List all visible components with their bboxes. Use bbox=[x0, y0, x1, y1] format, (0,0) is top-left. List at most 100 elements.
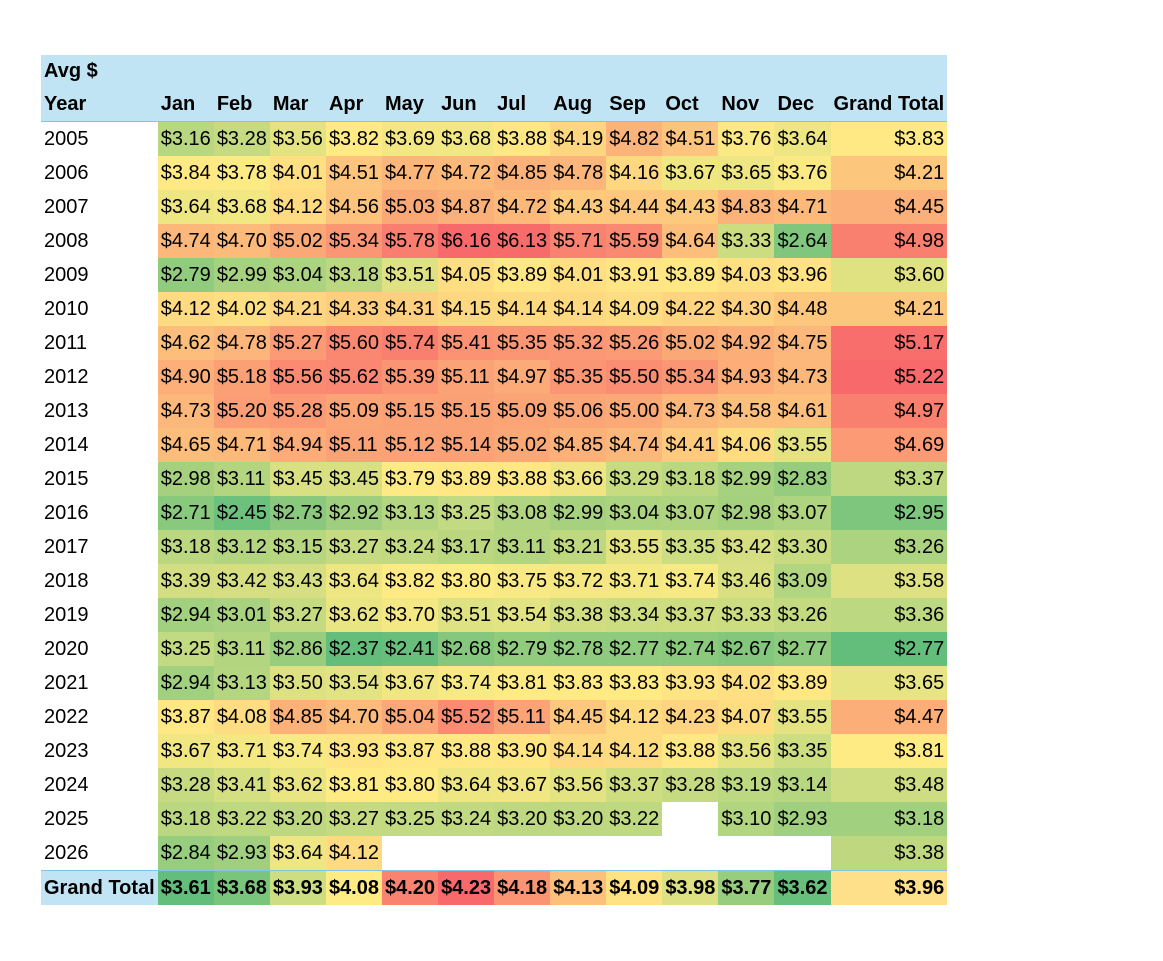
value-cell: $3.89 bbox=[662, 258, 719, 292]
value-cell: $4.31 bbox=[382, 292, 439, 326]
row-grand-total-cell: $3.58 bbox=[830, 564, 948, 598]
column-header-jun: Jun bbox=[438, 88, 495, 122]
table-row: 2006 $3.84 $3.78 $4.01 $4.51 $4.77 $4.72 $4.85 $… bbox=[41, 156, 948, 190]
value-cell: $5.09 bbox=[494, 394, 551, 428]
value-cell: $5.28 bbox=[269, 394, 326, 428]
value-cell: $4.23 bbox=[662, 700, 719, 734]
year-label: 2007 bbox=[44, 195, 89, 218]
table-row: 2019 $2.94 $3.01 $3.27 $3.62 $3.70 $3.51 $3.54 $… bbox=[41, 598, 948, 632]
value-cell: $4.16 bbox=[606, 156, 663, 190]
row-grand-total-cell: $3.65 bbox=[830, 666, 948, 700]
table-row: 2014 $4.65 $4.71 $4.94 $5.11 $5.12 $5.14 $5.02 $… bbox=[41, 428, 948, 462]
value-cell: $2.78 bbox=[550, 632, 607, 666]
row-grand-total-cell: $3.26 bbox=[830, 530, 948, 564]
table-row: 2022 $3.87 $4.08 $4.85 $4.70 $5.04 $5.52 $5.11 $… bbox=[41, 700, 948, 734]
value-cell: $4.14 bbox=[494, 292, 551, 326]
value-cell: $2.68 bbox=[438, 632, 495, 666]
value-cell: $3.87 bbox=[382, 734, 439, 768]
value-cell: $4.43 bbox=[662, 190, 719, 224]
value-cell: $3.56 bbox=[550, 768, 607, 802]
value-cell: $3.83 bbox=[606, 666, 663, 700]
value-cell: $4.22 bbox=[662, 292, 719, 326]
value-cell: $4.41 bbox=[662, 428, 719, 462]
value-cell: $3.90 bbox=[494, 734, 551, 768]
value-cell: $5.35 bbox=[550, 360, 607, 394]
value-cell: $4.58 bbox=[718, 394, 775, 428]
value-cell: $4.21 bbox=[269, 292, 326, 326]
row-grand-total-cell: $3.83 bbox=[830, 121, 948, 156]
value-cell: $5.11 bbox=[494, 700, 551, 734]
value-cell: $5.56 bbox=[269, 360, 326, 394]
column-header-dec: Dec bbox=[774, 88, 831, 122]
value-cell: $3.89 bbox=[438, 462, 495, 496]
value-cell: $5.15 bbox=[382, 394, 439, 428]
value-cell: $5.59 bbox=[606, 224, 663, 258]
value-cell: $3.25 bbox=[157, 632, 214, 666]
table-row: 2021 $2.94 $3.13 $3.50 $3.54 $3.67 $3.74 $3.81 $… bbox=[41, 666, 948, 700]
year-label: 2008 bbox=[44, 229, 89, 252]
value-cell: $3.41 bbox=[213, 768, 270, 802]
value-cell: $5.20 bbox=[213, 394, 270, 428]
value-cell: $5.00 bbox=[606, 394, 663, 428]
value-cell: $5.34 bbox=[662, 360, 719, 394]
value-cell: $3.64 bbox=[269, 836, 326, 871]
value-cell: $3.88 bbox=[494, 121, 551, 156]
value-cell: $3.26 bbox=[774, 598, 831, 632]
value-cell: $3.91 bbox=[606, 258, 663, 292]
value-cell: $5.35 bbox=[494, 326, 551, 360]
year-label: 2010 bbox=[44, 297, 89, 320]
value-cell: $5.02 bbox=[269, 224, 326, 258]
row-grand-total-cell: $3.38 bbox=[830, 836, 948, 871]
value-cell: $4.87 bbox=[438, 190, 495, 224]
value-cell: $3.42 bbox=[213, 564, 270, 598]
year-label: 2011 bbox=[44, 331, 88, 354]
value-cell bbox=[550, 836, 606, 871]
value-cell: $3.22 bbox=[606, 802, 663, 836]
value-cell: $5.32 bbox=[550, 326, 607, 360]
value-cell: $3.55 bbox=[774, 700, 831, 734]
value-cell: $3.64 bbox=[325, 564, 382, 598]
value-cell: $5.11 bbox=[438, 360, 495, 394]
grand-total-value-cell: $4.18 bbox=[494, 870, 551, 905]
value-cell: $3.29 bbox=[606, 462, 663, 496]
table-row: 2007 $3.64 $3.68 $4.12 $4.56 $5.03 $4.87 $4.72 $… bbox=[41, 190, 948, 224]
value-cell: $3.88 bbox=[662, 734, 719, 768]
row-grand-total-cell: $4.45 bbox=[830, 190, 948, 224]
column-header-grand-total: Grand Total bbox=[830, 88, 948, 122]
header-blank-cell bbox=[550, 55, 607, 88]
value-cell: $4.43 bbox=[550, 190, 607, 224]
value-cell: $3.42 bbox=[718, 530, 775, 564]
value-cell: $4.62 bbox=[157, 326, 214, 360]
grand-total-value-cell: $3.68 bbox=[213, 870, 270, 905]
value-cell: $4.07 bbox=[718, 700, 775, 734]
value-cell bbox=[662, 802, 718, 836]
value-cell: $3.70 bbox=[382, 598, 439, 632]
value-cell: $3.69 bbox=[382, 121, 439, 156]
value-cell: $5.50 bbox=[606, 360, 663, 394]
value-cell: $3.93 bbox=[325, 734, 382, 768]
value-cell bbox=[606, 836, 662, 871]
value-cell: $3.96 bbox=[774, 258, 831, 292]
value-cell: $4.09 bbox=[606, 292, 663, 326]
value-cell: $3.20 bbox=[494, 802, 551, 836]
value-cell: $3.46 bbox=[718, 564, 775, 598]
header-blank-cell bbox=[213, 55, 270, 88]
value-cell: $4.70 bbox=[325, 700, 382, 734]
value-cell: $3.45 bbox=[269, 462, 326, 496]
value-cell: $2.79 bbox=[494, 632, 551, 666]
value-cell: $5.12 bbox=[382, 428, 439, 462]
value-cell: $3.51 bbox=[438, 598, 495, 632]
value-cell: $3.11 bbox=[494, 530, 551, 564]
value-cell: $5.03 bbox=[382, 190, 439, 224]
header-row-months: Year Jan Feb Mar Apr May Jun Jul Aug Sep Oct Nov Dec… bbox=[41, 88, 948, 122]
value-cell: $3.64 bbox=[157, 190, 214, 224]
value-cell: $3.89 bbox=[494, 258, 551, 292]
table-row: 2025 $3.18 $3.22 $3.20 $3.27 $3.25 $3.24 $3.20 $… bbox=[41, 802, 948, 836]
value-cell: $4.65 bbox=[157, 428, 214, 462]
value-cell: $3.76 bbox=[774, 156, 831, 190]
value-cell: $3.71 bbox=[606, 564, 663, 598]
value-cell: $4.73 bbox=[157, 394, 214, 428]
row-grand-total-cell: $3.37 bbox=[830, 462, 948, 496]
value-cell: $2.99 bbox=[550, 496, 607, 530]
value-cell: $4.64 bbox=[662, 224, 719, 258]
